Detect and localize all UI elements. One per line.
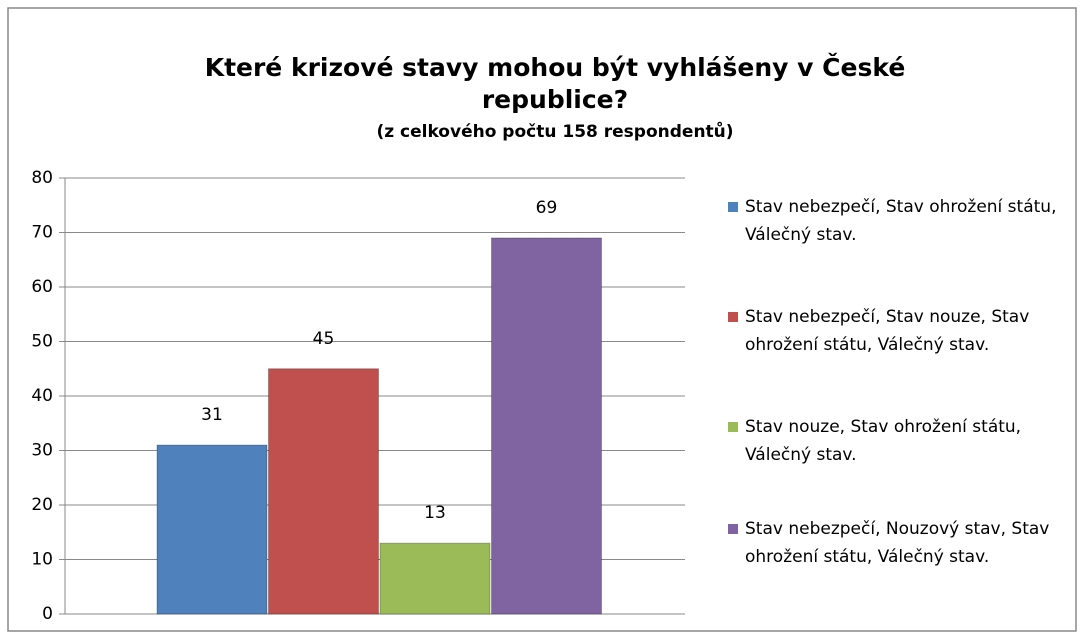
legend-entry: Stav nebezpečí, Nouzový stav, Stav ohrož… — [725, 515, 1075, 571]
y-tick-label: 70 — [31, 223, 53, 243]
chart-subtitle: (z celkového počtu 158 respondentů) — [376, 122, 734, 142]
legend-label: Stav nebezpečí, Nouzový stav, Stav ohrož… — [745, 519, 1050, 567]
y-tick-label: 60 — [31, 277, 53, 297]
legend-entry: Stav nebezpečí, Stav nouze, Stav ohrožen… — [725, 303, 1075, 359]
data-label: 13 — [424, 503, 446, 523]
bar — [156, 444, 268, 615]
y-tick-label: 0 — [42, 604, 53, 624]
y-tick-label: 50 — [31, 332, 53, 352]
chart-border — [7, 7, 1077, 632]
legend-swatch — [728, 524, 738, 534]
y-tick-label: 20 — [31, 495, 53, 515]
y-tick-label: 30 — [31, 441, 53, 461]
legend-entry: Stav nouze, Stav ohrožení státu, Válečný… — [725, 413, 1075, 469]
y-tick-label: 80 — [31, 168, 53, 188]
y-tick-label: 40 — [31, 386, 53, 406]
legend-swatch — [728, 422, 738, 432]
legend-label: Stav nebezpečí, Stav nouze, Stav ohrožen… — [745, 307, 1030, 355]
legend-label: Stav nouze, Stav ohrožení státu, Válečný… — [745, 417, 1022, 465]
bar — [268, 368, 379, 615]
legend-entry: Stav nebezpečí, Stav ohrožení státu, Vál… — [725, 193, 1075, 249]
legend-swatch — [728, 202, 738, 212]
legend-label: Stav nebezpečí, Stav ohrožení státu, Vál… — [745, 197, 1057, 245]
legend-swatch — [728, 312, 738, 322]
chart-title: Které krizové stavy mohou být vyhlášeny … — [204, 53, 906, 114]
bar — [379, 542, 491, 615]
bar — [491, 237, 602, 615]
data-label: 45 — [313, 329, 335, 349]
y-tick-label: 10 — [31, 550, 53, 570]
data-label: 31 — [201, 405, 223, 425]
data-label: 69 — [536, 198, 558, 218]
